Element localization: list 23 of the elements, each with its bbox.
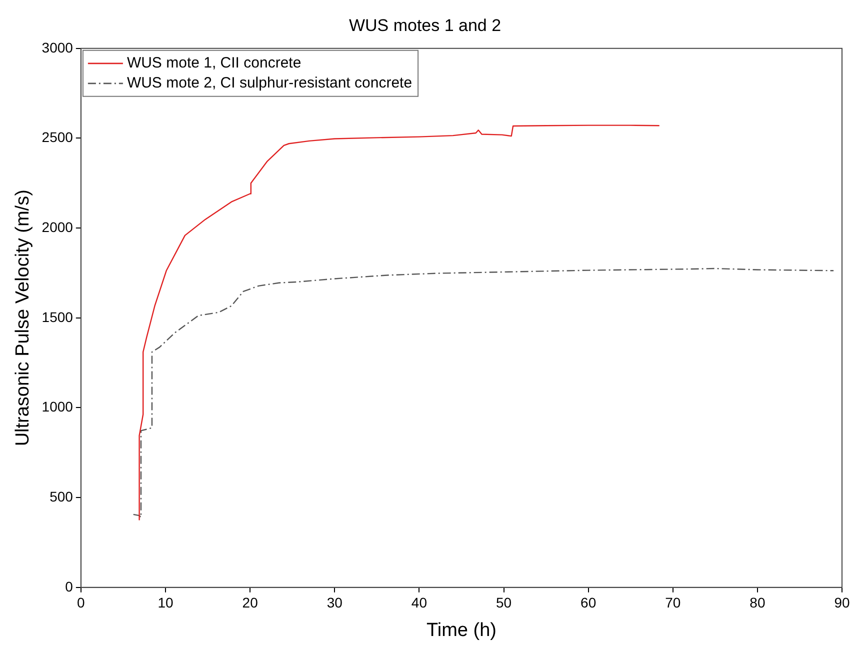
- x-tick-label: 30: [326, 594, 343, 611]
- chart-title: WUS motes 1 and 2: [348, 16, 502, 35]
- x-tick-label: 60: [580, 594, 596, 611]
- y-tick-label: 3000: [42, 39, 74, 56]
- y-tick-label: 2500: [42, 129, 74, 146]
- y-tick-label: 1500: [42, 308, 74, 325]
- y-tick-label: 1000: [42, 398, 74, 415]
- legend-label: WUS mote 1, CII concrete: [126, 54, 302, 72]
- legend-label: WUS mote 2, CI sulphur-resistant concrete: [126, 74, 412, 92]
- y-tick-label: 0: [65, 578, 74, 594]
- x-tick-label: 10: [158, 594, 174, 611]
- y-axis-title: Ultrasonic Pulse Velocity (m/s): [12, 190, 34, 446]
- x-axis-title: Time (h): [426, 620, 496, 641]
- line-series: [132, 268, 834, 518]
- y-tick-label: 500: [50, 488, 74, 504]
- x-tick-label: 0: [77, 594, 86, 611]
- y-tick-label: 2000: [42, 218, 74, 235]
- x-tick-label: 40: [411, 594, 428, 611]
- x-tick-label: 70: [665, 594, 681, 611]
- x-tick-label: 50: [496, 594, 512, 611]
- x-tick-label: 80: [750, 594, 766, 611]
- x-tick-label: 90: [834, 594, 850, 611]
- x-tick-label: 20: [242, 594, 258, 611]
